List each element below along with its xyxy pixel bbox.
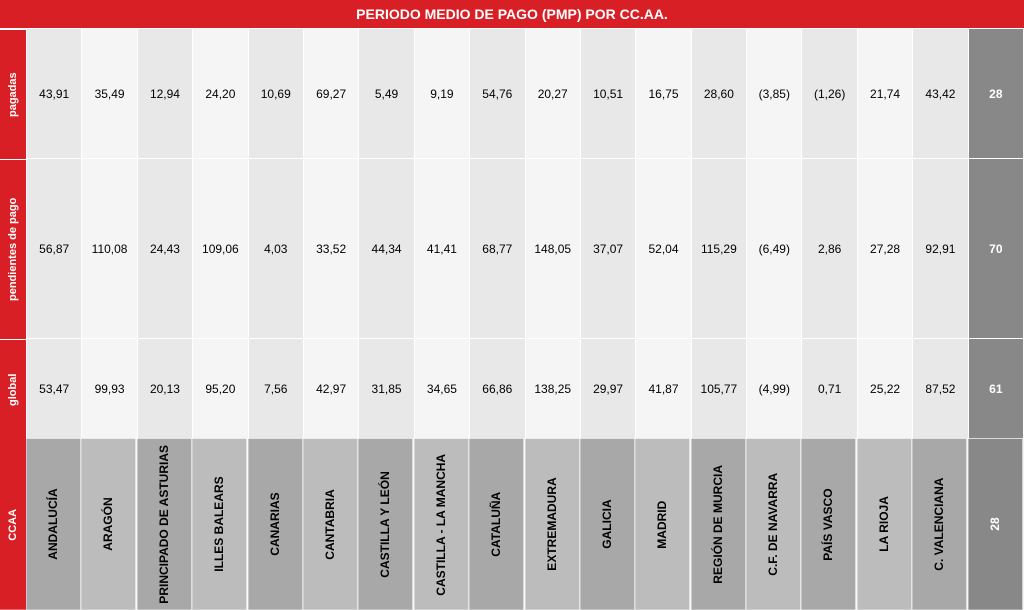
data-cell: 95,20	[192, 339, 247, 438]
data-cell: 27,28	[857, 159, 912, 338]
column-header: REGIÓN DE MURCIA	[691, 439, 746, 610]
data-cell: 42,97	[303, 339, 358, 438]
data-cell: 52,04	[635, 159, 690, 338]
column-header: GALICIA	[580, 439, 635, 610]
data-cell: 31,85	[358, 339, 413, 438]
data-cell: 24,20	[192, 29, 247, 158]
data-cell: 148,05	[525, 159, 580, 338]
data-cell: 34,65	[414, 339, 469, 438]
column-header: CANTABRIA	[303, 439, 358, 610]
column-header: LA RIOJA	[857, 439, 912, 610]
column-header: CASTILLA - LA MANCHA	[414, 439, 469, 610]
column-header: PRINCIPADO DE ASTURIAS	[137, 439, 192, 610]
data-cell: 99,93	[81, 339, 136, 438]
data-cell: 37,07	[580, 159, 635, 338]
column-header: CATALUÑA	[469, 439, 524, 610]
data-cell: (3,85)	[746, 29, 801, 158]
row-global: 53,4799,9320,1395,207,5642,9731,8534,656…	[26, 339, 1024, 439]
data-cell: 87,52	[912, 339, 967, 438]
column-headers-row: ANDALUCÍAARAGÓNPRINCIPADO DE ASTURIASILL…	[26, 439, 1024, 610]
data-cell: 21,74	[857, 29, 912, 158]
data-area: 43,9135,4912,9424,2010,6969,275,499,1954…	[26, 29, 1024, 610]
data-cell: 28	[968, 29, 1023, 158]
data-cell: 43,42	[912, 29, 967, 158]
column-header: C.F. DE NAVARRA	[746, 439, 801, 610]
data-cell: 68,77	[469, 159, 524, 338]
data-cell: 41,87	[635, 339, 690, 438]
data-cell: 0,71	[801, 339, 856, 438]
data-cell: 92,91	[912, 159, 967, 338]
data-cell: 10,51	[580, 29, 635, 158]
data-cell: 20,27	[525, 29, 580, 158]
data-cell: 7,56	[248, 339, 303, 438]
data-cell: 105,77	[691, 339, 746, 438]
data-cell: 69,27	[303, 29, 358, 158]
table-title: PERIODO MEDIO DE PAGO (PMP) POR CC.AA.	[0, 0, 1024, 29]
column-header: CASTILLA Y LEÓN	[358, 439, 413, 610]
data-cell: 56,87	[26, 159, 81, 338]
data-cell: (6,49)	[746, 159, 801, 338]
row-header-pendientes: pendientes de pago	[0, 159, 26, 339]
data-cell: 43,91	[26, 29, 81, 158]
data-cell: 66,86	[469, 339, 524, 438]
column-header: ILLES BALEARS	[192, 439, 247, 610]
column-header: ARAGÓN	[81, 439, 136, 610]
data-cell: (4,99)	[746, 339, 801, 438]
data-cell: 33,52	[303, 159, 358, 338]
data-cell: (1,26)	[801, 29, 856, 158]
data-cell: 16,75	[635, 29, 690, 158]
data-cell: 110,08	[81, 159, 136, 338]
data-cell: 61	[968, 339, 1023, 438]
data-cell: 5,49	[358, 29, 413, 158]
row-header-ccaa: CCAA	[0, 439, 26, 610]
row-header-global: global	[0, 339, 26, 439]
data-cell: 54,76	[469, 29, 524, 158]
data-cell: 12,94	[137, 29, 192, 158]
column-header: EXTREMADURA	[525, 439, 580, 610]
column-header: PAÍS VASCO	[801, 439, 856, 610]
column-header: MADRID	[635, 439, 690, 610]
data-cell: 44,34	[358, 159, 413, 338]
data-cell: 70	[968, 159, 1023, 338]
column-header: 28	[968, 439, 1023, 610]
row-header-column: pagadas pendientes de pago global CCAA	[0, 29, 26, 610]
data-cell: 20,13	[137, 339, 192, 438]
data-cell: 41,41	[414, 159, 469, 338]
data-cell: 25,22	[857, 339, 912, 438]
data-cell: 10,69	[248, 29, 303, 158]
pmp-table-container: PERIODO MEDIO DE PAGO (PMP) POR CC.AA. p…	[0, 0, 1024, 576]
column-header: CANARIAS	[248, 439, 303, 610]
row-pagadas: 43,9135,4912,9424,2010,6969,275,499,1954…	[26, 29, 1024, 159]
data-cell: 2,86	[801, 159, 856, 338]
column-header: ANDALUCÍA	[26, 439, 81, 610]
column-header: C. VALENCIANA	[912, 439, 967, 610]
data-cell: 29,97	[580, 339, 635, 438]
data-cell: 24,43	[137, 159, 192, 338]
row-pendientes: 56,87110,0824,43109,064,0333,5244,3441,4…	[26, 159, 1024, 339]
data-cell: 53,47	[26, 339, 81, 438]
data-cell: 9,19	[414, 29, 469, 158]
data-cell: 115,29	[691, 159, 746, 338]
data-cell: 28,60	[691, 29, 746, 158]
data-cell: 4,03	[248, 159, 303, 338]
row-header-pagadas: pagadas	[0, 29, 26, 159]
table-body: pagadas pendientes de pago global CCAA 4…	[0, 29, 1024, 610]
data-cell: 109,06	[192, 159, 247, 338]
data-cell: 138,25	[525, 339, 580, 438]
data-cell: 35,49	[81, 29, 136, 158]
